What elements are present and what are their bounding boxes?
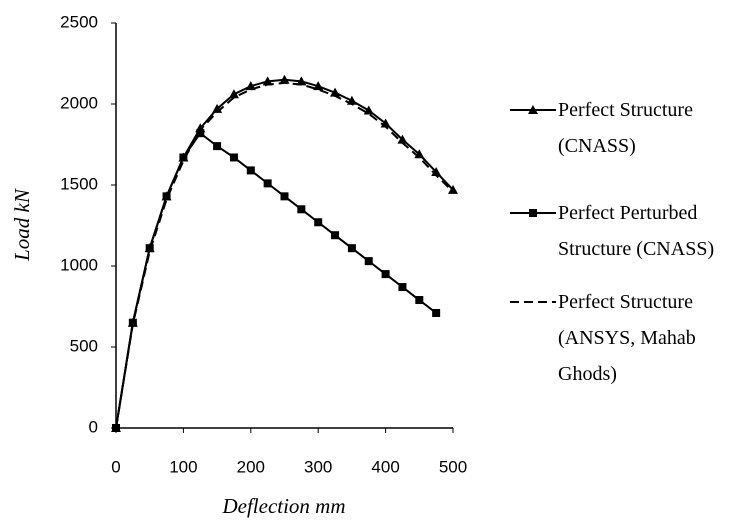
marker bbox=[246, 166, 255, 175]
x-tick-label: 400 bbox=[371, 457, 399, 476]
x-tick-label: 500 bbox=[439, 457, 467, 476]
marker bbox=[162, 192, 171, 201]
marker bbox=[448, 184, 458, 194]
marker bbox=[263, 179, 272, 188]
y-tick-label: 1000 bbox=[60, 255, 98, 274]
marker bbox=[228, 89, 239, 99]
legend-label: Perfect Perturbed Structure (CNASS) bbox=[558, 202, 715, 260]
marker bbox=[432, 308, 441, 317]
marker bbox=[296, 76, 307, 86]
x-tick-label: 200 bbox=[237, 457, 265, 476]
marker bbox=[262, 76, 273, 86]
marker bbox=[179, 153, 188, 162]
marker bbox=[330, 87, 341, 97]
marker bbox=[364, 257, 373, 266]
marker bbox=[279, 74, 290, 84]
marker bbox=[314, 218, 323, 227]
marker bbox=[297, 205, 306, 214]
legend-label: Perfect Structure (CNASS) bbox=[558, 99, 693, 157]
series-line bbox=[115, 131, 437, 429]
x-tick-label: 300 bbox=[304, 457, 332, 476]
marker bbox=[229, 153, 238, 162]
marker bbox=[397, 134, 408, 144]
marker bbox=[280, 192, 289, 201]
marker bbox=[415, 296, 424, 305]
marker bbox=[313, 81, 324, 91]
y-tick-label: 500 bbox=[70, 336, 98, 355]
marker bbox=[196, 129, 205, 138]
legend-marker bbox=[528, 105, 538, 114]
x-axis-title: Deflection mm bbox=[221, 494, 345, 518]
y-tick-label: 2000 bbox=[60, 93, 98, 112]
legend-marker bbox=[529, 209, 537, 217]
marker bbox=[381, 270, 390, 279]
y-tick-label: 1500 bbox=[60, 174, 98, 193]
x-tick-label: 100 bbox=[169, 457, 197, 476]
marker bbox=[347, 244, 356, 253]
y-tick-label: 0 bbox=[89, 417, 98, 436]
marker bbox=[213, 142, 222, 151]
series-line bbox=[115, 78, 454, 429]
marker bbox=[363, 105, 374, 115]
marker bbox=[331, 231, 340, 240]
marker bbox=[398, 283, 407, 292]
legend-label: Perfect Structure (ANSYS, Mahab Ghods) bbox=[558, 291, 696, 385]
series-line bbox=[115, 81, 454, 429]
y-tick-label: 2500 bbox=[60, 12, 98, 31]
marker bbox=[145, 244, 154, 253]
x-tick-label: 0 bbox=[111, 457, 120, 476]
y-axis-title: Load kN bbox=[10, 188, 34, 262]
